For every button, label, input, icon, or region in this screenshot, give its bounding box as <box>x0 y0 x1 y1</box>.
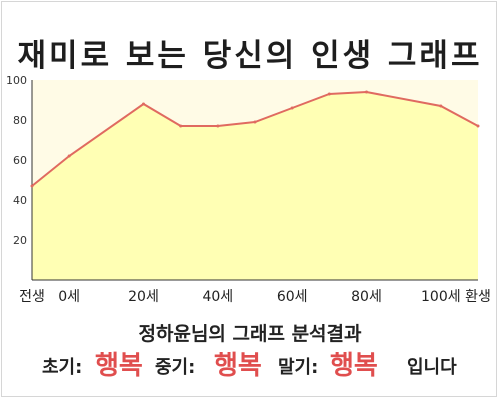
data-point <box>216 124 220 128</box>
ending-text: 입니다 <box>407 357 457 378</box>
data-point <box>253 120 257 124</box>
data-point <box>179 124 183 128</box>
data-point <box>327 92 331 96</box>
data-points <box>30 90 480 188</box>
x-tick-label: 100세 <box>421 289 461 305</box>
x-tick-label: 20세 <box>128 289 159 305</box>
y-tick-label: 100 <box>6 74 27 87</box>
analysis-result: 초기: 행복 중기: 행복 말기: 행복 입니다 <box>0 345 500 381</box>
data-point <box>142 102 145 106</box>
y-tick-label: 80 <box>13 114 27 127</box>
life-graph-chart: 20 40 60 80 100 전생 0세 20세 40세 60세 80세 100세 환생 <box>6 74 491 305</box>
area-fill <box>32 92 478 280</box>
x-tick-label: 환생 <box>465 289 491 305</box>
analysis-heading: 정하윤님의 그래프 분석결과 <box>138 323 362 345</box>
data-point <box>30 184 34 188</box>
x-tick-label: 60세 <box>277 289 308 305</box>
x-tick-label: 40세 <box>202 289 233 305</box>
y-tick-labels: 20 40 60 80 100 <box>6 74 27 247</box>
late-label: 말기: <box>278 357 319 378</box>
early-value: 행복 <box>95 351 143 381</box>
y-tick-label: 40 <box>13 194 27 207</box>
y-tick-label: 60 <box>13 154 27 167</box>
middle-label: 중기: <box>155 357 196 378</box>
data-point <box>476 124 480 128</box>
x-tick-label: 0세 <box>58 289 80 305</box>
early-label: 초기: <box>42 357 83 378</box>
y-tick-label: 20 <box>13 234 27 247</box>
data-point <box>290 106 294 110</box>
chart-title: 재미로 보는 당신의 인생 그래프 <box>17 38 483 74</box>
x-tick-label: 80세 <box>351 289 382 305</box>
data-point <box>67 154 71 158</box>
x-tick-labels: 전생 0세 20세 40세 60세 80세 100세 환생 <box>19 289 491 305</box>
data-point <box>439 104 443 108</box>
middle-value: 행복 <box>214 351 262 381</box>
x-tick-label: 전생 <box>19 289 45 305</box>
late-value: 행복 <box>330 351 378 381</box>
data-point <box>365 90 368 94</box>
